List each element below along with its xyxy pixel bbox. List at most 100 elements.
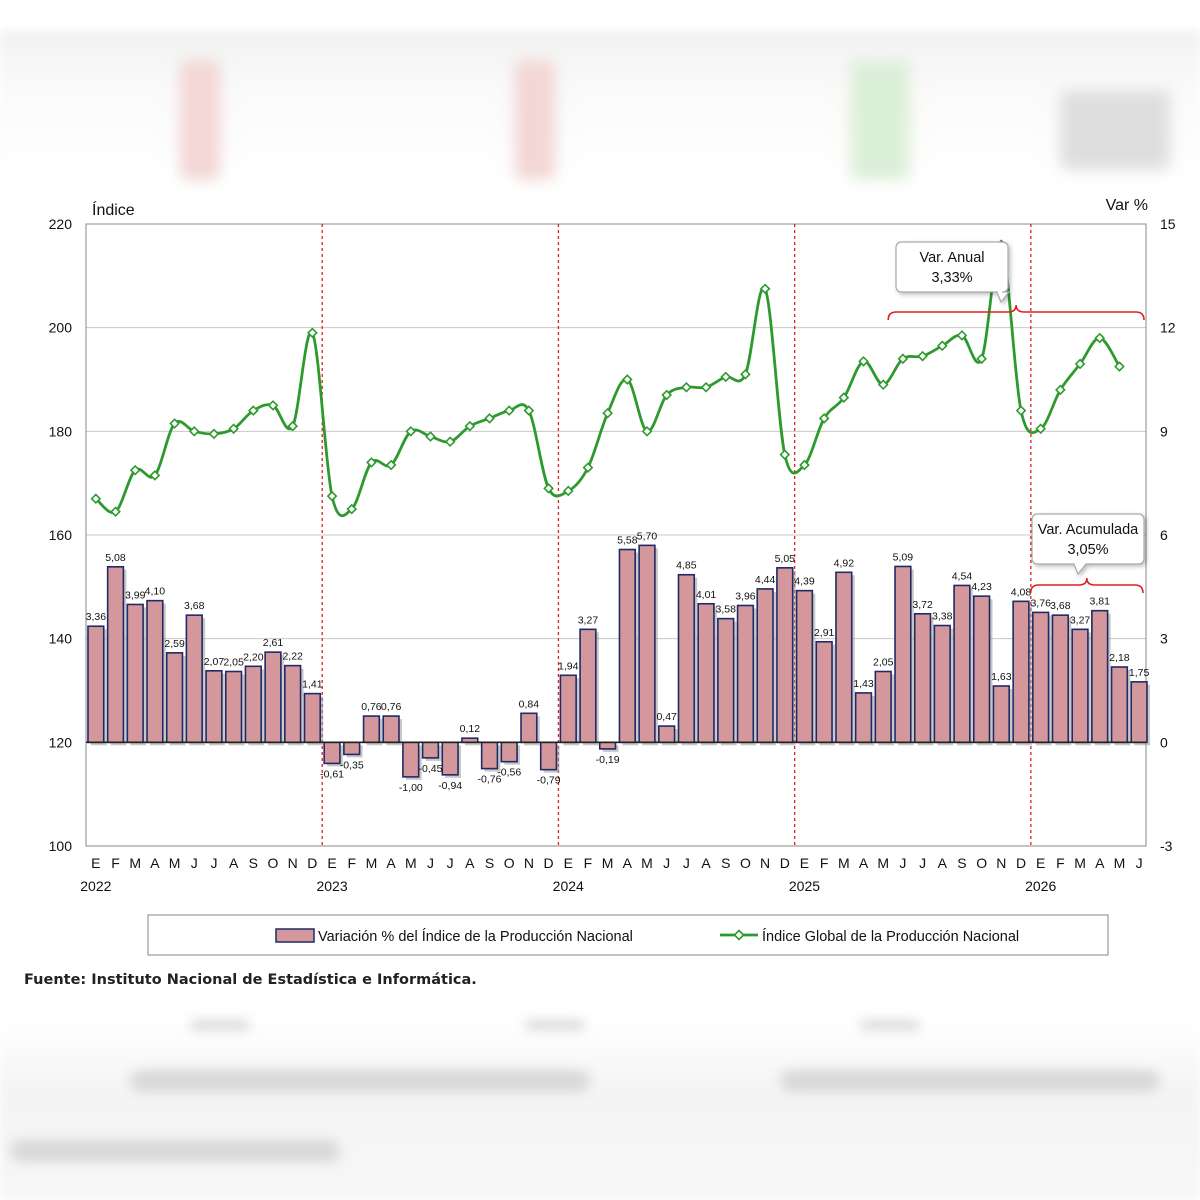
month-tick-label: A bbox=[938, 855, 948, 871]
bar bbox=[106, 565, 125, 744]
month-tick-label: J bbox=[210, 855, 217, 871]
month-tick-label: O bbox=[504, 855, 515, 871]
month-tick-label: N bbox=[996, 855, 1006, 871]
left-tick-label: 140 bbox=[49, 631, 73, 647]
month-tick-label: O bbox=[976, 855, 987, 871]
line-layer bbox=[90, 239, 1125, 518]
year-tick-label: 2026 bbox=[1025, 878, 1056, 894]
index-point bbox=[838, 392, 850, 403]
left-axis-label: Índice bbox=[92, 200, 135, 219]
annotation-callout bbox=[1031, 513, 1145, 576]
right-tick-label: 0 bbox=[1160, 734, 1168, 750]
blurred-bottom-background bbox=[0, 1020, 1200, 1200]
index-point bbox=[661, 389, 673, 401]
bar bbox=[441, 741, 459, 776]
bar bbox=[146, 599, 164, 744]
index-point bbox=[287, 420, 299, 432]
right-tick-label: 6 bbox=[1160, 527, 1168, 543]
month-tick-label: J bbox=[663, 855, 670, 871]
right-tick-label: 3 bbox=[1160, 631, 1168, 647]
bar-data-label: 2,61 bbox=[263, 637, 284, 649]
year-tick-label: 2023 bbox=[316, 878, 347, 894]
bar bbox=[658, 725, 676, 744]
bar bbox=[165, 652, 184, 744]
index-point bbox=[582, 462, 594, 473]
bar bbox=[894, 565, 912, 744]
right-tick-label: 15 bbox=[1160, 216, 1176, 232]
index-point bbox=[543, 483, 554, 494]
bar-data-label: 2,07 bbox=[204, 656, 225, 668]
bar-data-label: 4,54 bbox=[952, 570, 973, 582]
index-point bbox=[307, 327, 318, 339]
left-tick-label: 120 bbox=[49, 734, 73, 750]
legend-bar-swatch bbox=[275, 928, 315, 943]
bar-data-label: 2,05 bbox=[223, 656, 244, 668]
month-tick-label: A bbox=[1095, 855, 1105, 871]
month-tick-label: N bbox=[760, 855, 770, 871]
index-point bbox=[484, 413, 495, 424]
month-tick-label: D bbox=[780, 855, 790, 871]
index-point bbox=[602, 407, 613, 419]
month-tick-label: J bbox=[899, 855, 906, 871]
month-tick-label: M bbox=[1074, 855, 1086, 871]
month-tick-label: F bbox=[1056, 855, 1065, 871]
index-point bbox=[858, 356, 869, 367]
bar bbox=[402, 741, 420, 778]
bar-data-label: 3,76 bbox=[1030, 597, 1051, 609]
bar bbox=[697, 602, 715, 744]
index-point bbox=[188, 426, 200, 437]
bar-data-label: 3,81 bbox=[1090, 596, 1111, 608]
bar bbox=[264, 651, 282, 744]
index-point bbox=[346, 503, 358, 515]
index-point bbox=[228, 423, 239, 435]
index-point bbox=[621, 374, 633, 385]
bar bbox=[1110, 666, 1129, 744]
bar-data-label: -0,45 bbox=[419, 763, 443, 775]
bar bbox=[343, 741, 361, 756]
month-tick-label: S bbox=[721, 855, 730, 871]
month-tick-label: O bbox=[740, 855, 751, 871]
bar bbox=[1091, 609, 1109, 744]
index-point bbox=[877, 379, 889, 391]
annotation-layer: Var. Anual 3,33% Var. Acumulada 3,05% bbox=[887, 241, 1145, 594]
index-point bbox=[799, 459, 810, 471]
bar-data-label: 3,96 bbox=[735, 590, 756, 602]
month-tick-label: D bbox=[1016, 855, 1026, 871]
left-tick-label: 160 bbox=[49, 527, 73, 543]
index-point bbox=[641, 426, 653, 437]
index-point bbox=[503, 405, 515, 416]
bar-layer: 3,365,083,99 4,102,593,682,07 2,05 2,202,61… bbox=[86, 530, 1150, 794]
bar-data-label: 1,94 bbox=[558, 660, 579, 672]
index-point bbox=[917, 350, 928, 362]
annotation-callout bbox=[895, 241, 1011, 304]
month-tick-label: D bbox=[544, 855, 554, 871]
bar-data-label: 4,92 bbox=[834, 557, 855, 569]
bar bbox=[185, 614, 203, 744]
month-tick-label: D bbox=[307, 855, 317, 871]
legend-line-label: Índice Global de la Producción Nacional bbox=[762, 928, 1019, 945]
month-tick-label: M bbox=[641, 855, 653, 871]
bar bbox=[303, 692, 322, 744]
bar-data-label: 5,08 bbox=[105, 552, 126, 564]
index-point bbox=[129, 464, 141, 476]
bar-data-label: 3,58 bbox=[716, 604, 737, 616]
bar bbox=[1130, 681, 1148, 744]
bar bbox=[1012, 600, 1030, 744]
month-tick-label: S bbox=[249, 855, 258, 871]
legend-box bbox=[147, 914, 1109, 956]
index-point bbox=[818, 413, 830, 424]
blurred-top-background bbox=[0, 30, 1200, 180]
bar bbox=[795, 589, 814, 744]
bar-data-label: 3,36 bbox=[86, 611, 107, 623]
annotation-value: 3,33% bbox=[931, 270, 972, 286]
bar-data-label: 1,41 bbox=[302, 679, 323, 691]
index-point bbox=[326, 490, 338, 502]
index-point bbox=[1074, 358, 1086, 370]
month-tick-label: E bbox=[327, 855, 336, 871]
month-tick-label: A bbox=[150, 855, 160, 871]
bar bbox=[854, 692, 873, 744]
bar-data-label: 5,09 bbox=[893, 551, 914, 563]
month-tick-label: A bbox=[859, 855, 869, 871]
annotation-bracket bbox=[887, 304, 1145, 321]
index-point bbox=[1015, 405, 1027, 416]
